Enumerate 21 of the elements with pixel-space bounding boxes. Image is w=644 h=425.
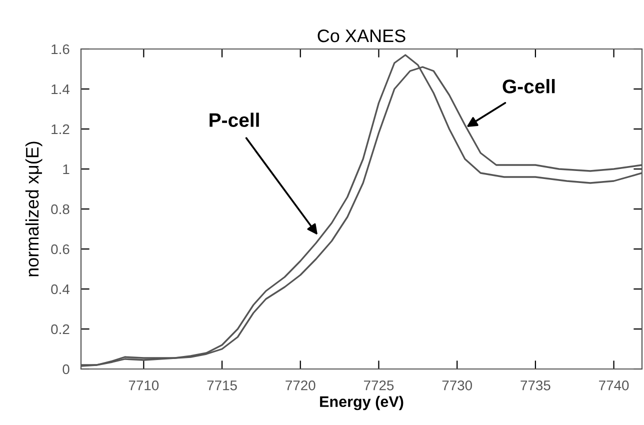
x-axis-title: Energy (eV) — [320, 396, 404, 410]
y-tick-label: 0.6 — [51, 244, 70, 254]
x-tick-label: 7735 — [520, 380, 550, 390]
x-tick-label: 7715 — [207, 380, 237, 390]
y-tick-label: 1 — [63, 164, 70, 174]
x-tick-label: 7710 — [128, 380, 159, 390]
y-tick-label: 0 — [62, 364, 70, 374]
chart-title: Co XANES — [318, 29, 406, 42]
x-tick-label: 7740 — [599, 380, 629, 390]
y-tick-label: 1.4 — [52, 84, 70, 94]
x-tick-label: 7720 — [286, 380, 316, 390]
annotation: G-cell — [502, 79, 555, 94]
y-tick-label: 1.2 — [52, 124, 70, 134]
y-tick-label: 0.8 — [51, 204, 70, 214]
y-tick-label: 0.4 — [51, 284, 70, 294]
annotation: P-cell — [210, 112, 259, 127]
x-tick-label: 7730 — [442, 380, 472, 390]
x-tick-label: 7725 — [364, 380, 394, 390]
y-tick-label: 1.6 — [52, 44, 70, 54]
y-tick-label: 0.2 — [51, 324, 70, 334]
y-axis-title: normalized xμ(E) — [25, 142, 42, 276]
